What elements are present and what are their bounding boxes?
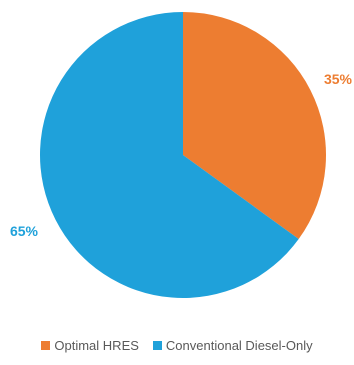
legend-item-conventional-diesel-only: Conventional Diesel-Only xyxy=(152,338,313,353)
slice-labels: 35% 65% xyxy=(10,71,353,239)
slice-label-conventional-diesel-only: 65% xyxy=(10,223,39,239)
legend-swatch-conventional-diesel-only xyxy=(152,341,162,350)
legend-label-conventional-diesel-only: Conventional Diesel-Only xyxy=(165,338,313,353)
pie-slice-conventional-diesel-only xyxy=(39,12,299,298)
pie-slices xyxy=(39,12,326,298)
slice-label-optimal-hres: 35% xyxy=(324,71,353,87)
legend-item-optimal-hres: Optimal HRES xyxy=(41,338,139,353)
pie-slice-optimal-hres xyxy=(183,12,326,240)
legend-swatch-optimal-hres xyxy=(41,341,51,350)
legend-label-optimal-hres: Optimal HRES xyxy=(54,338,139,353)
pie-chart: 35% 65% xyxy=(10,12,353,298)
legend: Optimal HRES Conventional Diesel-Only xyxy=(0,338,354,353)
